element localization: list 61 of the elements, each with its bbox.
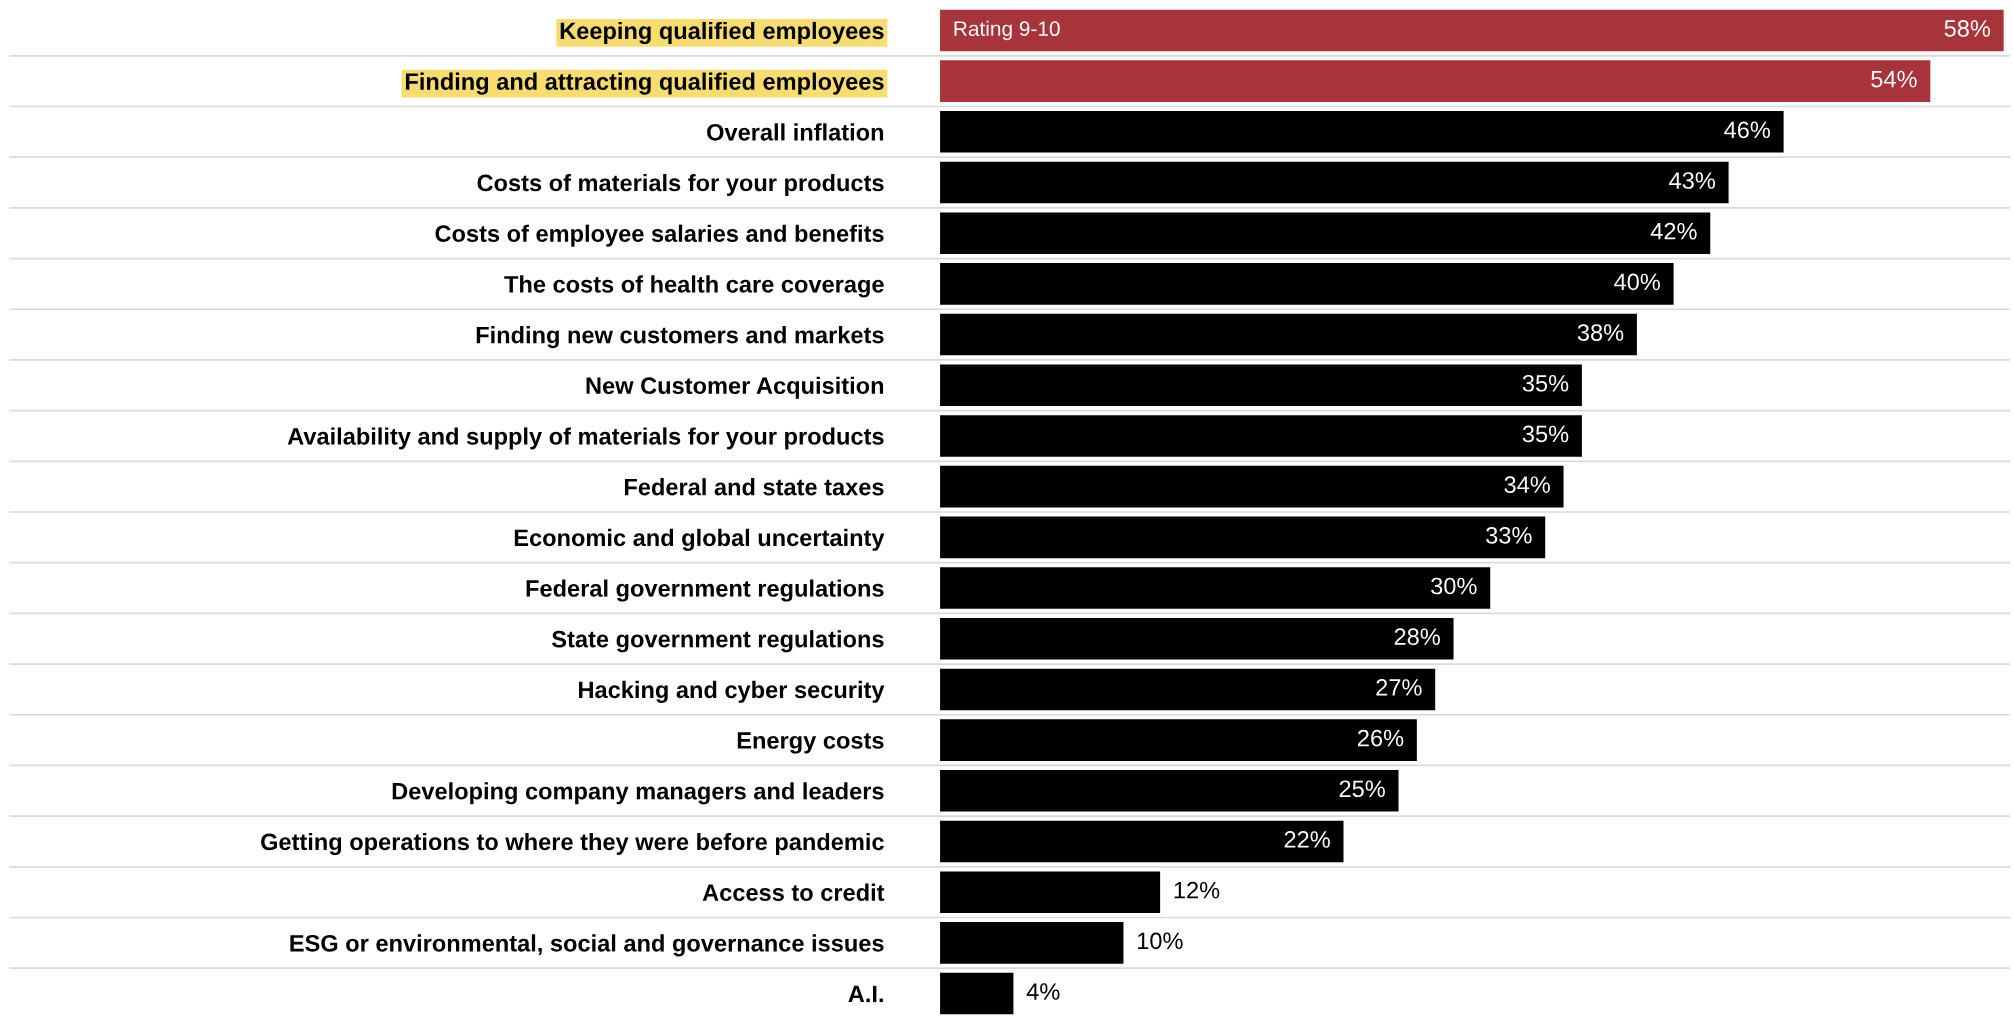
data-label: 25%	[1339, 780, 1385, 798]
data-label: 12%	[1174, 881, 1220, 899]
data-label: 46%	[1724, 121, 1770, 139]
data-label: 54%	[1871, 70, 1917, 88]
y-tick-label: Availability and supply of materials for your products	[287, 427, 884, 450]
annotation: Rating 9-10	[954, 20, 1060, 41]
bar	[940, 9, 2004, 52]
y-tick-label: The costs of health care coverage	[504, 275, 884, 298]
y-tick-label: Finding new customers and markets	[476, 326, 884, 349]
y-tick-label: Keeping qualified employees	[560, 21, 884, 45]
data-label: 58%	[1944, 20, 1991, 37]
bar	[940, 567, 1491, 609]
data-label: 35%	[1522, 374, 1569, 392]
bar	[940, 465, 1564, 508]
bar	[940, 415, 1582, 457]
y-tick-label: Economic and global uncertainty	[514, 528, 885, 551]
y-tick-label: Developing company managers and leaders	[392, 782, 884, 805]
data-label: 33%	[1486, 526, 1532, 544]
y-tick-label: ESG or environmental, social and governance issues	[290, 934, 884, 957]
y-tick-label: Access to credit	[702, 883, 885, 901]
data-label: 27%	[1376, 679, 1422, 696]
y-tick-label: Costs of materials for your products	[477, 173, 884, 196]
bar	[940, 212, 1711, 254]
bar	[940, 668, 1436, 711]
y-tick-label: Costs of employee salaries and benefits	[435, 224, 884, 247]
data-label: 35%	[1522, 425, 1569, 443]
y-tick-label: Hacking and cyber security	[579, 680, 885, 703]
data-label: 40%	[1614, 273, 1660, 291]
bar	[940, 313, 1637, 356]
bar	[940, 364, 1582, 407]
y-tick-label: Energy costs	[737, 732, 884, 754]
data-label: 26%	[1358, 729, 1404, 747]
data-label: 22%	[1284, 831, 1330, 848]
data-label: 30%	[1431, 577, 1477, 595]
bar	[940, 617, 1454, 660]
bar	[940, 871, 1161, 913]
bar	[940, 111, 1784, 153]
bar	[940, 719, 1417, 761]
data-label: 34%	[1504, 476, 1550, 493]
data-label: 4%	[1026, 983, 1060, 1000]
bar	[940, 263, 1674, 305]
y-tick-label: Overall inflation	[707, 123, 884, 141]
data-label: 43%	[1669, 172, 1715, 189]
y-tick-label: Finding and attracting qualified employees	[405, 72, 884, 95]
bar	[940, 820, 1344, 863]
y-tick-label: Federal government regulations	[526, 579, 884, 602]
data-label: 10%	[1138, 932, 1183, 950]
bar	[940, 972, 1014, 1015]
bar	[940, 161, 1729, 204]
data-label: 28%	[1394, 628, 1440, 646]
bar	[940, 516, 1546, 559]
y-tick-label: Federal and state taxes	[624, 478, 884, 496]
bar	[940, 60, 1931, 102]
y-tick-label: New Customer Acquisition	[586, 376, 884, 399]
data-label: 38%	[1577, 324, 1624, 341]
y-tick-label: State government regulations	[551, 630, 884, 653]
bar	[940, 922, 1124, 964]
data-label: 42%	[1650, 222, 1697, 240]
y-tick-label: A.I.	[848, 985, 883, 1003]
bar	[940, 770, 1399, 812]
y-tick-label: Getting operations to where they were before pandemic	[261, 832, 884, 856]
